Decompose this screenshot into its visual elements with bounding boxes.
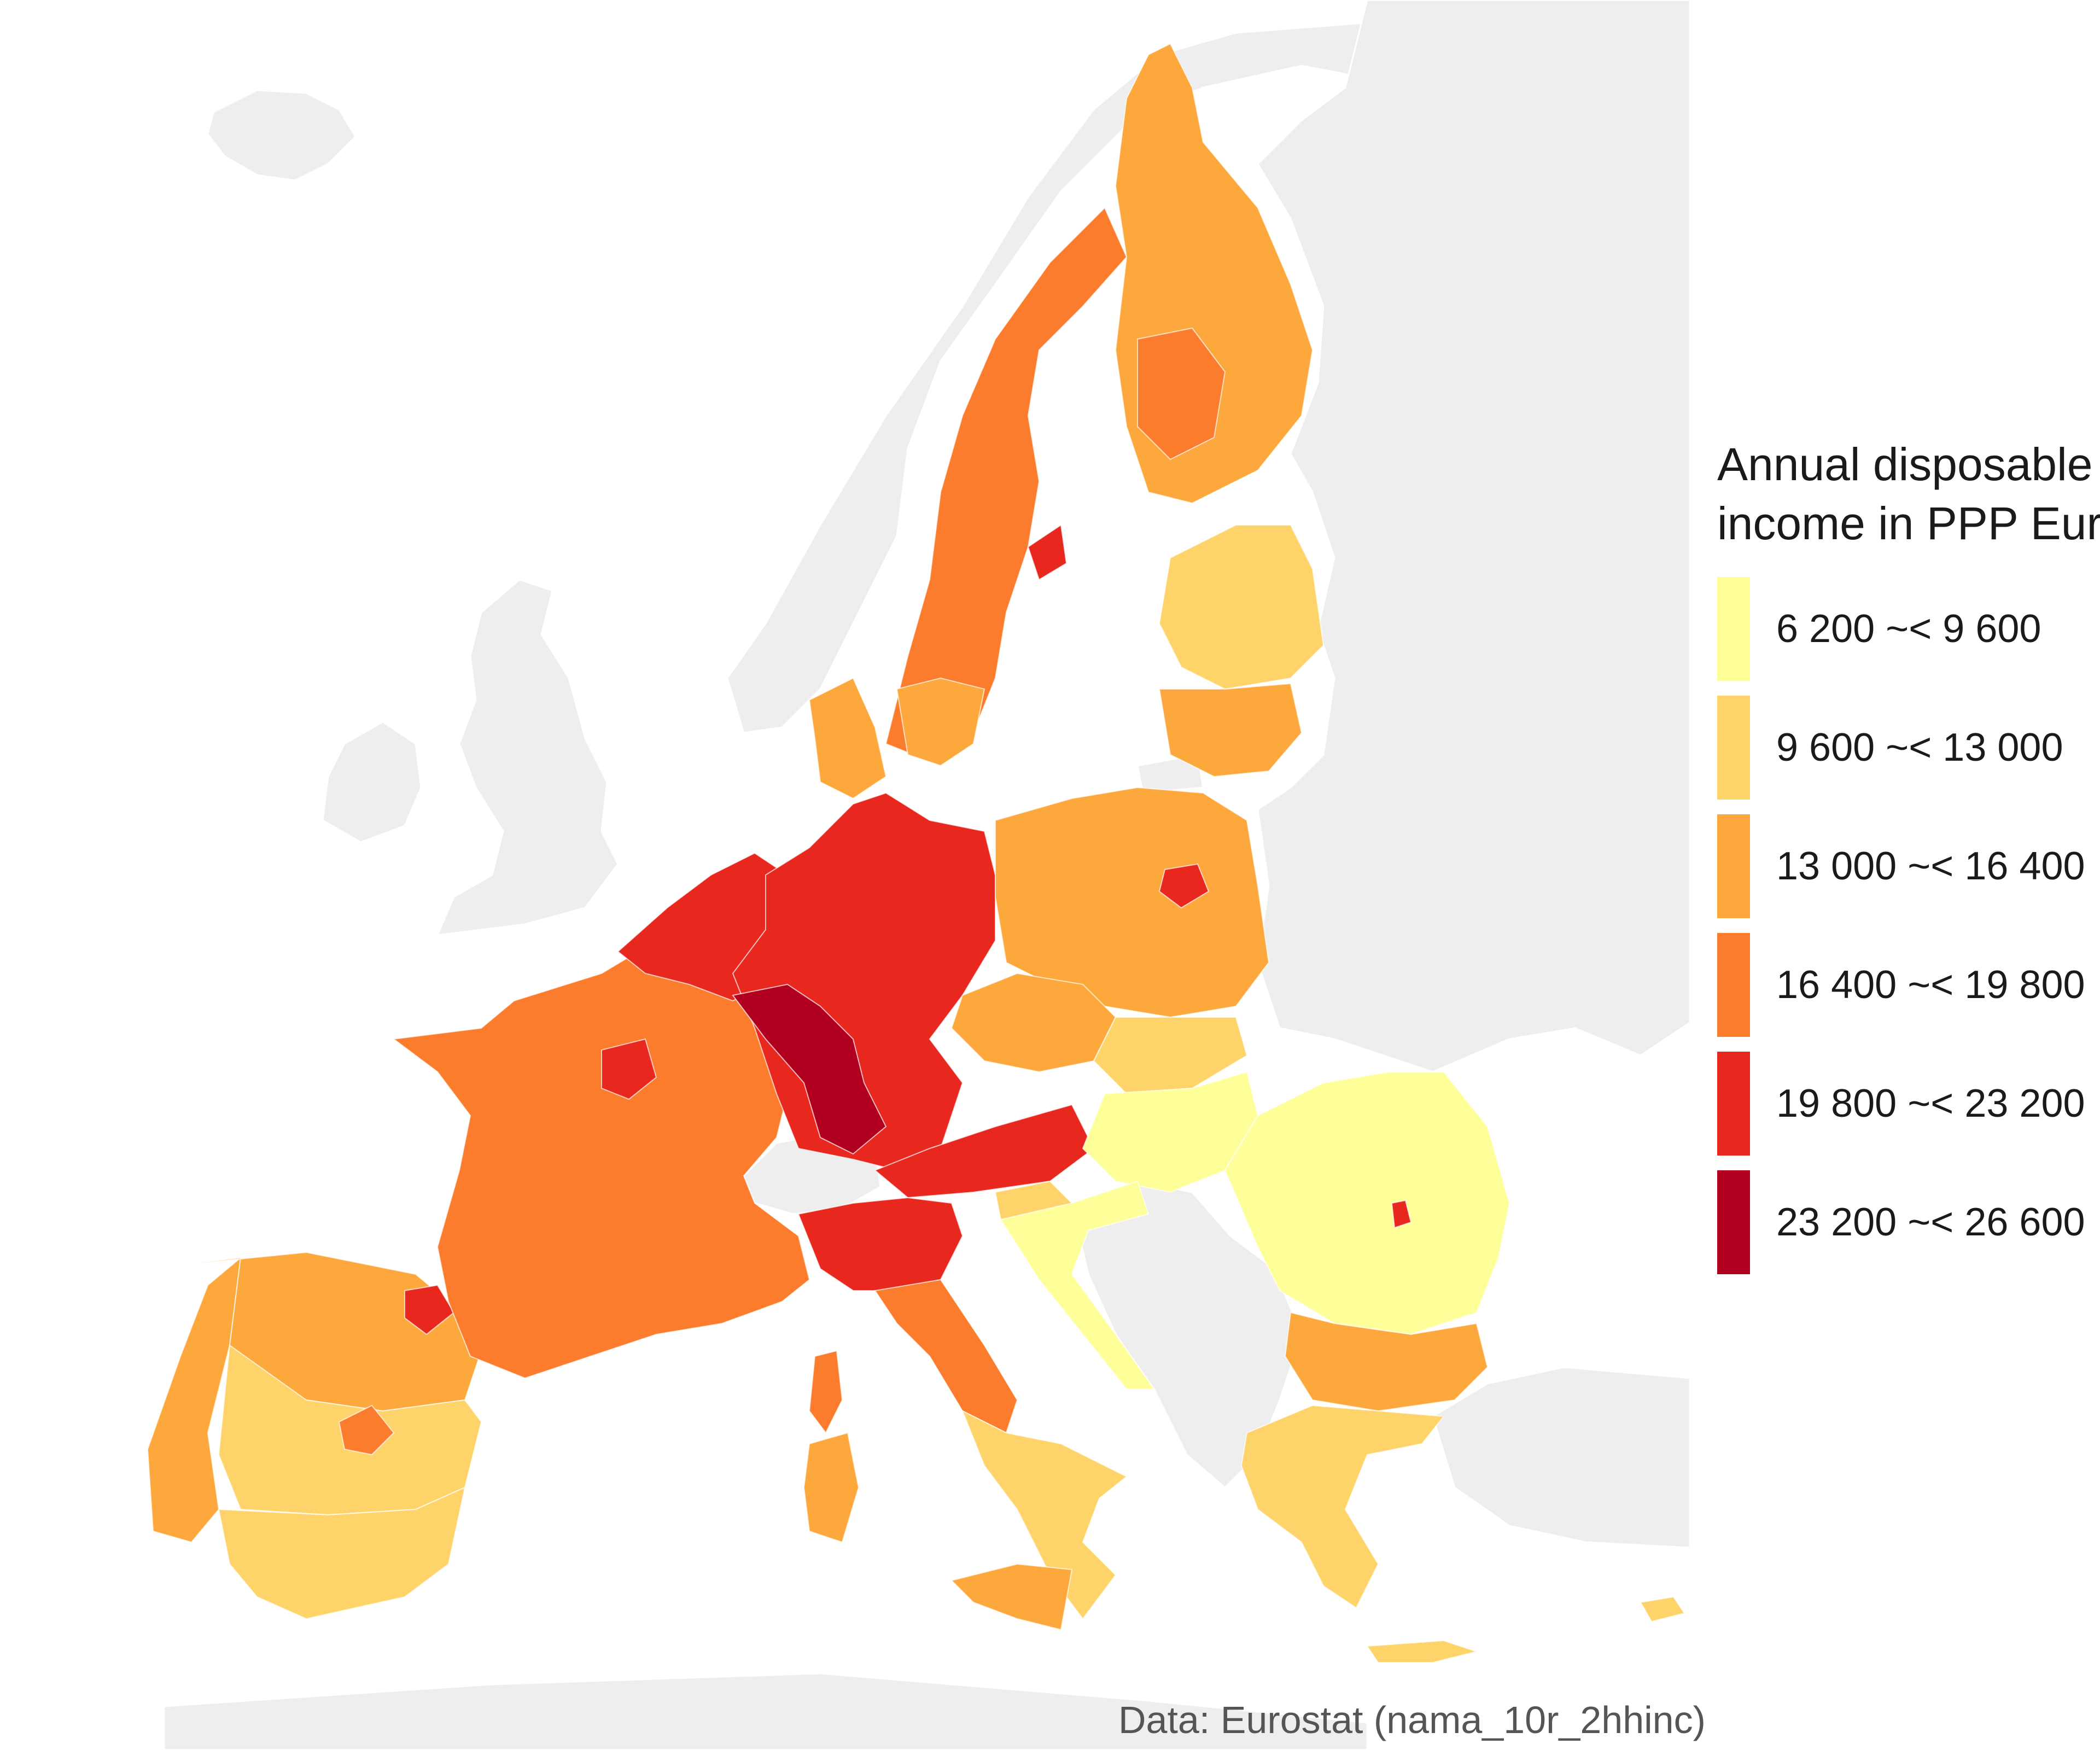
legend-item: 23 200 ~< 26 600: [1717, 1163, 2095, 1281]
legend-item: 9 600 ~< 13 000: [1717, 688, 2095, 807]
region-madrid: [338, 1404, 395, 1456]
region-italy-north: [797, 1197, 964, 1291]
legend-item: 6 200 ~< 9 600: [1717, 569, 2095, 688]
region-croatia: [1000, 1180, 1155, 1390]
north-africa-shape: [163, 1672, 1368, 1750]
ireland-shape: [322, 721, 422, 843]
legend-swatch: [1717, 1170, 1750, 1274]
legend-item: 16 400 ~< 19 800: [1717, 925, 2095, 1044]
legend-title-line2: income in PPP Euro: [1717, 498, 2100, 549]
legend-label: 13 000 ~< 16 400: [1776, 844, 2085, 888]
legend-item: 13 000 ~< 16 400: [1717, 807, 2095, 925]
region-lithuania: [1158, 682, 1303, 778]
iceland-shape: [207, 89, 357, 182]
eastern-europe-shape: [1257, 0, 1691, 1073]
legend-label: 6 200 ~< 9 600: [1776, 606, 2041, 651]
region-bucharest: [1391, 1199, 1412, 1229]
region-portugal: [147, 1256, 242, 1543]
legend-label: 23 200 ~< 26 600: [1776, 1200, 2085, 1244]
legend-swatch: [1717, 814, 1750, 918]
region-cyprus: [1640, 1596, 1685, 1623]
region-spain-south: [218, 1486, 466, 1620]
region-stockholm: [1027, 524, 1068, 581]
legend-title: Annual disposable income in PPP Euro: [1717, 435, 2100, 553]
legend-swatch: [1717, 932, 1750, 1037]
legend-label: 16 400 ~< 19 800: [1776, 962, 2085, 1007]
turkey-shape: [1432, 1366, 1691, 1549]
region-greece: [1240, 1404, 1445, 1609]
source-note: Data: Eurostat (nama_10r_2hhinc): [1118, 1699, 1706, 1741]
legend-rows: 6 200 ~< 9 600 9 600 ~< 13 000 13 000 ~< 1…: [1717, 569, 2095, 1281]
region-italy-central: [874, 1279, 1018, 1434]
region-crete: [1366, 1640, 1479, 1663]
region-ile-de-france: [601, 1038, 657, 1100]
region-basque: [404, 1284, 455, 1335]
region-italy-south: [961, 1409, 1128, 1620]
region-sardinia: [803, 1432, 860, 1543]
region-germany-south: [732, 983, 887, 1155]
region-estonia-latvia: [1158, 524, 1325, 690]
legend-swatch: [1717, 1051, 1750, 1156]
non-eu-land: [163, 0, 1691, 1750]
legend-label: 9 600 ~< 13 000: [1776, 725, 2063, 769]
legend-swatch: [1717, 695, 1750, 800]
legend-title-line1: Annual disposable: [1717, 439, 2093, 490]
region-sweden-south: [896, 677, 985, 767]
region-finland-central: [1137, 327, 1226, 460]
region-sweden: [885, 207, 1128, 767]
legend: Annual disposable income in PPP Euro 6 2…: [1717, 435, 2100, 1281]
legend-label: 19 800 ~< 23 200: [1776, 1081, 2085, 1125]
great-britain-shape: [436, 579, 619, 936]
region-sicily: [950, 1563, 1073, 1631]
region-poland: [995, 786, 1270, 1018]
region-denmark: [808, 677, 887, 800]
region-bulgaria: [1284, 1311, 1489, 1412]
legend-swatch: [1717, 576, 1750, 681]
region-romania: [1224, 1071, 1510, 1335]
region-warsaw: [1158, 863, 1210, 909]
legend-item: 19 800 ~< 23 200: [1717, 1044, 2095, 1163]
region-corsica: [808, 1350, 843, 1434]
